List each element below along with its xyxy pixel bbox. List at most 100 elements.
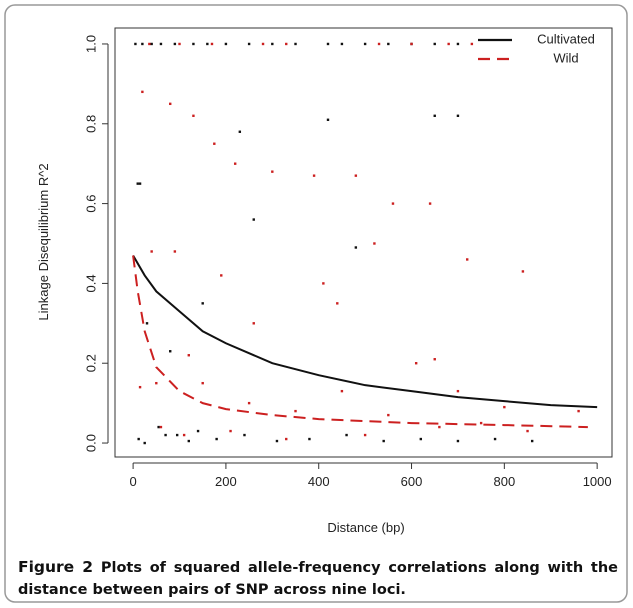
point — [433, 358, 436, 361]
point — [173, 250, 177, 253]
point — [247, 401, 251, 405]
point — [271, 42, 274, 46]
point — [141, 90, 144, 94]
x-tick-label: 600 — [401, 474, 423, 489]
point — [143, 441, 146, 445]
point — [377, 42, 381, 46]
point — [345, 433, 348, 437]
point — [419, 437, 423, 441]
plot-box — [114, 27, 613, 458]
point — [308, 437, 311, 441]
point — [136, 182, 139, 185]
point — [182, 433, 186, 437]
point — [503, 405, 506, 409]
point — [150, 250, 153, 253]
y-tick-label: 0.8 — [83, 115, 98, 133]
point — [456, 42, 460, 46]
point — [294, 42, 297, 46]
legend-label: Wild — [553, 50, 578, 65]
point — [261, 42, 265, 46]
point — [340, 42, 344, 46]
point — [363, 433, 367, 437]
point — [164, 433, 167, 437]
fit-line — [132, 254, 598, 409]
point — [148, 42, 151, 46]
point — [438, 425, 441, 429]
point — [213, 142, 216, 145]
x-axis-label: Distance (bp) — [327, 520, 404, 535]
point — [173, 42, 177, 46]
point — [155, 381, 158, 385]
point — [220, 274, 223, 277]
point — [530, 439, 534, 443]
point — [577, 409, 580, 413]
point — [178, 42, 181, 46]
point — [387, 413, 390, 417]
point — [470, 42, 474, 46]
point — [326, 42, 330, 46]
point — [466, 258, 469, 261]
point — [294, 409, 297, 413]
point — [210, 42, 214, 46]
frame — [4, 4, 628, 603]
point — [363, 42, 367, 46]
point — [271, 170, 274, 173]
point — [238, 130, 242, 133]
point — [159, 425, 163, 429]
point — [138, 385, 142, 389]
point — [382, 439, 385, 443]
point — [391, 202, 395, 205]
point — [138, 182, 142, 185]
point — [157, 425, 160, 429]
point — [414, 362, 418, 365]
y-tick-label: 0.0 — [83, 434, 98, 452]
y-tick-label: 1.0 — [83, 35, 98, 53]
point — [196, 429, 200, 433]
point — [229, 429, 232, 433]
point — [479, 421, 483, 425]
point — [201, 302, 204, 305]
point — [521, 270, 525, 273]
point — [141, 42, 144, 46]
point — [275, 439, 279, 443]
fit-line — [132, 255, 588, 429]
point — [493, 437, 497, 441]
point — [312, 174, 316, 177]
point — [387, 42, 390, 46]
point — [192, 42, 195, 46]
point — [252, 218, 255, 221]
point — [526, 429, 529, 433]
point — [433, 42, 436, 46]
y-tick-label: 0.4 — [83, 274, 98, 292]
y-tick-label: 0.6 — [83, 195, 98, 213]
y-axis-label: Linkage Disequilibrium R^2 — [36, 163, 51, 320]
caption: Figure 2 Plots of squared allele-frequen… — [18, 556, 618, 601]
point — [224, 42, 228, 46]
x-tick-label: 400 — [308, 474, 330, 489]
y-tick-label: 0.2 — [83, 354, 98, 372]
point — [150, 42, 153, 46]
point — [187, 439, 190, 443]
point — [192, 114, 195, 117]
caption-label: Figure 2 — [18, 558, 94, 576]
x-tick-label: 200 — [215, 474, 237, 489]
point — [137, 437, 140, 441]
x-tick-label: 1000 — [583, 474, 612, 489]
point — [285, 42, 288, 46]
point — [175, 433, 179, 437]
point — [187, 354, 190, 357]
point — [456, 114, 460, 117]
point — [285, 437, 288, 441]
point — [233, 162, 237, 165]
point — [169, 350, 172, 353]
point — [252, 322, 255, 325]
point — [215, 437, 218, 441]
point — [134, 42, 137, 46]
point — [201, 381, 204, 385]
point — [456, 439, 460, 443]
point — [373, 242, 376, 245]
point — [410, 42, 413, 46]
point — [243, 433, 246, 437]
